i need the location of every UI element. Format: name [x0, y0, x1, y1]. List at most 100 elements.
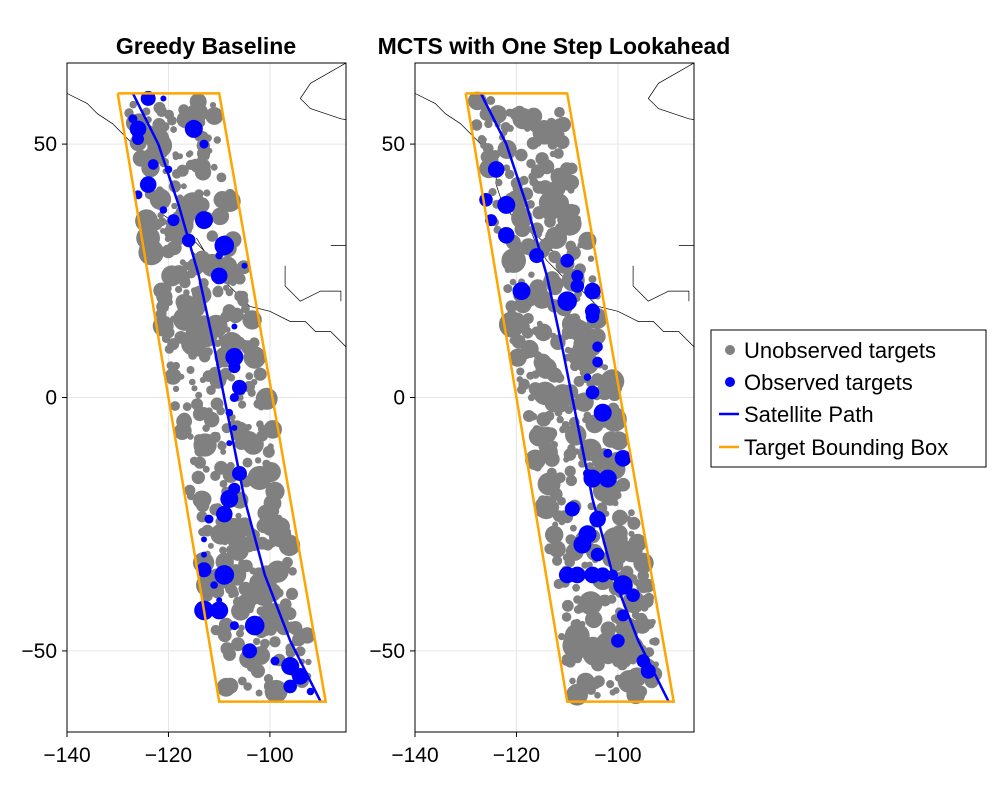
unobserved-target [565, 534, 577, 545]
unobserved-target [548, 250, 561, 264]
unobserved-target [156, 300, 170, 314]
observed-target [160, 95, 167, 102]
unobserved-target [247, 388, 256, 397]
unobserved-target [200, 342, 207, 349]
observed-target [479, 193, 493, 207]
unobserved-target [288, 567, 297, 576]
unobserved-target [220, 311, 232, 323]
unobserved-target [217, 198, 226, 207]
unobserved-target [257, 565, 276, 584]
observed-target [487, 161, 505, 178]
unobserved-target [559, 200, 570, 212]
unobserved-target [570, 524, 577, 532]
unobserved-target [561, 599, 574, 612]
unobserved-target [573, 595, 582, 604]
unobserved-target [264, 616, 271, 623]
unobserved-target [637, 570, 649, 582]
unobserved-target [581, 601, 593, 613]
unobserved-target [170, 401, 181, 411]
satellite-path [131, 92, 322, 703]
unobserved-target [213, 136, 221, 144]
unobserved-target [543, 451, 552, 460]
observed-target [242, 643, 258, 659]
unobserved-target [554, 373, 565, 383]
unobserved-target [195, 391, 203, 399]
unobserved-target [553, 578, 564, 590]
unobserved-target [206, 230, 218, 242]
observed-target [216, 505, 233, 523]
unobserved-target [237, 676, 247, 686]
unobserved-target [182, 402, 192, 412]
unobserved-target [237, 295, 249, 307]
unobserved-target [647, 677, 654, 684]
unobserved-target [630, 658, 637, 665]
observed-targets [128, 91, 315, 696]
unobserved-target [512, 248, 523, 259]
unobserved-target [616, 477, 631, 492]
legend-box [710, 329, 987, 468]
unobserved-target [189, 158, 202, 171]
legend-item-satellite-path: Satellite Path [719, 402, 874, 427]
observed-target [199, 139, 209, 149]
unobserved-target [526, 158, 536, 169]
unobserved-target [556, 415, 564, 424]
observed-target [571, 269, 584, 282]
unobserved-targets [468, 91, 663, 706]
legend-label: Unobserved targets [744, 338, 936, 363]
observed-target [215, 251, 223, 260]
observed-target [226, 440, 233, 447]
unobserved-target [470, 119, 483, 131]
axis-ticks: −140 −120 −100 50 0 −50 [369, 133, 641, 767]
unobserved-target [199, 315, 209, 325]
unobserved-target [612, 500, 619, 507]
observed-target [167, 214, 180, 227]
unobserved-target [210, 397, 224, 411]
unobserved-target [185, 200, 192, 207]
observed-target [598, 469, 617, 488]
observed-target [129, 120, 147, 138]
y-tick-label: 0 [45, 387, 57, 410]
unobserved-target [172, 154, 179, 161]
unobserved-target [480, 136, 487, 143]
unobserved-target [565, 424, 587, 446]
unobserved-target [256, 518, 272, 534]
unobserved-target [573, 605, 583, 614]
x-tick-label: −100 [246, 744, 293, 767]
unobserved-target [170, 265, 188, 283]
observed-target [292, 668, 309, 685]
observed-target [229, 621, 239, 631]
unobserved-target [220, 448, 227, 455]
observed-target [201, 536, 207, 543]
unobserved-target [198, 513, 207, 522]
unobserved-target [549, 487, 563, 501]
unobserved-target [504, 169, 515, 179]
unobserved-target [586, 685, 596, 695]
unobserved-target [202, 153, 210, 161]
unobserved-target [537, 210, 545, 218]
observed-target [592, 341, 603, 353]
observed-target [270, 656, 280, 666]
unobserved-target [577, 242, 584, 249]
unobserved-target [145, 127, 170, 151]
observed-target [590, 547, 605, 562]
unobserved-target [522, 313, 534, 324]
unobserved-target [509, 278, 517, 286]
unobserved-target [285, 587, 299, 601]
unobserved-target [562, 553, 572, 562]
observed-target [214, 235, 235, 256]
unobserved-target [581, 561, 589, 569]
observed-target [132, 133, 144, 145]
observed-target [595, 567, 611, 583]
unobserved-target [537, 133, 545, 141]
coastline [284, 265, 342, 302]
unobserved-target [231, 601, 251, 621]
y-tick-label: −50 [21, 640, 57, 663]
coastline [299, 63, 346, 120]
unobserved-target [246, 662, 257, 672]
observed-target [573, 535, 592, 554]
observed-target [592, 356, 603, 368]
unobserved-target [495, 178, 503, 187]
unobserved-target [268, 524, 292, 548]
unobserved-target [203, 347, 213, 357]
